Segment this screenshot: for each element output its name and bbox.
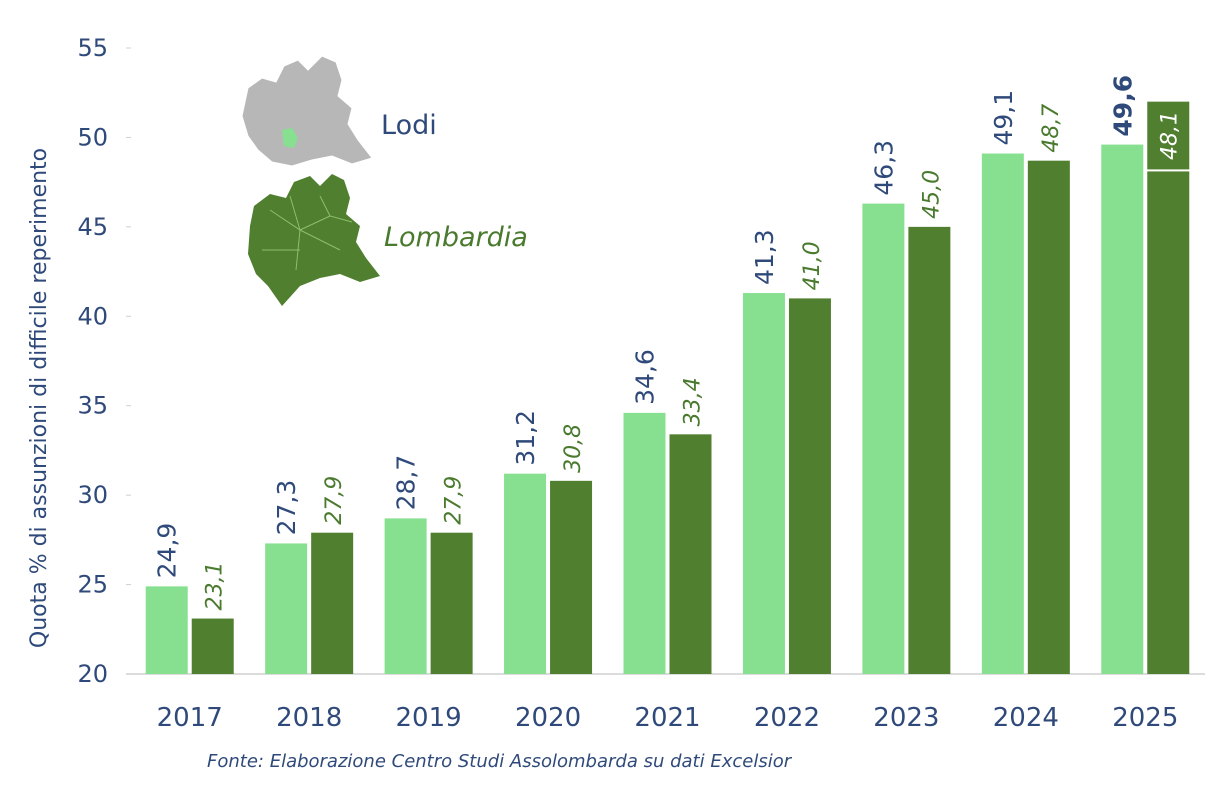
x-axis: 2017 2018 2019 2020 2021 2022 2023 2024 2025 [157, 703, 1179, 733]
bars-group [145, 144, 1190, 675]
lombardy-map-provinces-icon [248, 174, 380, 306]
y-tick-label: 45 [77, 213, 108, 241]
legend-label-lodi: Lodi [381, 110, 437, 141]
lombardy-map-lodi-highlight-icon [241, 55, 373, 167]
bar-lodi-2022 [742, 293, 785, 674]
bar-lombardia-2019 [430, 532, 473, 674]
bar-lombardia-2017 [191, 618, 234, 674]
value-label-lombardia-2019: 27,9 [442, 476, 467, 525]
bar-lodi-2019 [384, 518, 427, 674]
source-note: Fonte: Elaborazione Centro Studi Assolom… [207, 751, 793, 772]
x-tick-label-2018: 2018 [276, 703, 342, 733]
bar-lombardia-2018 [311, 532, 354, 674]
x-tick-label-2025: 2025 [1112, 703, 1178, 733]
value-label-lodi-2018: 27,3 [272, 480, 301, 536]
value-label-box-lombardia-2025 [1147, 101, 1190, 170]
value-label-lodi-2017: 24,9 [153, 523, 182, 579]
y-axis-label: Quota % di assunzioni di difficile reper… [27, 148, 52, 648]
y-tick-label: 35 [77, 392, 108, 420]
bar-lombardia-2025 [1147, 171, 1190, 674]
value-label-lodi-2023: 46,3 [869, 140, 898, 196]
x-tick-label-2021: 2021 [634, 703, 700, 733]
bar-lodi-2023 [862, 203, 905, 674]
bar-lodi-2024 [981, 153, 1024, 675]
value-label-lombardia-2025: 48,1 [1157, 111, 1182, 160]
value-labels-group: 24,9 23,1 27,3 27,9 28,7 27,9 31,2 30,8 34,6 33,4… [153, 75, 1190, 611]
value-label-lodi-2022: 41,3 [750, 229, 779, 285]
x-tick-label-2024: 2024 [993, 703, 1059, 733]
value-label-lombardia-2022: 41,0 [800, 241, 825, 290]
legend-label-lombardia: Lombardia [384, 222, 528, 253]
value-label-lodi-2020: 31,2 [511, 410, 540, 466]
value-label-lombardia-2023: 45,0 [919, 170, 944, 219]
y-tick-label: 30 [77, 481, 108, 509]
bar-lombardia-2020 [550, 480, 593, 674]
value-label-lodi-2024: 49,1 [989, 90, 1018, 146]
x-tick-label-2020: 2020 [515, 703, 581, 733]
x-tick-label-2017: 2017 [157, 703, 223, 733]
legend: Lodi Lombardia [241, 55, 528, 306]
y-tick-label: 40 [77, 302, 108, 330]
bar-lombardia-2021 [669, 434, 712, 674]
x-tick-label-2023: 2023 [873, 703, 939, 733]
value-label-lodi-2025: 49,6 [1108, 75, 1137, 137]
bar-lodi-2018 [265, 543, 308, 674]
y-tick-label: 25 [77, 571, 108, 599]
value-label-lombardia-2018: 27,9 [322, 476, 347, 525]
bar-lodi-2017 [145, 586, 188, 674]
bar-lodi-2021 [623, 412, 666, 674]
bar-lodi-2025 [1101, 144, 1144, 674]
value-label-lombardia-2020: 30,8 [561, 424, 586, 473]
bar-lombardia-2022 [788, 298, 831, 674]
value-label-lodi-2019: 28,7 [392, 455, 421, 511]
bar-lodi-2020 [504, 473, 547, 674]
value-label-lombardia-2021: 33,4 [681, 377, 706, 426]
x-tick-label-2019: 2019 [396, 703, 462, 733]
value-label-lombardia-2024: 48,7 [1039, 104, 1064, 153]
value-label-lodi-2021: 34,6 [631, 349, 660, 405]
bar-lombardia-2023 [908, 226, 951, 674]
y-axis: 20 25 30 35 40 45 50 55 [77, 34, 131, 688]
x-tick-label-2022: 2022 [754, 703, 820, 733]
bar-lombardia-2024 [1027, 160, 1070, 674]
y-tick-label: 55 [77, 34, 108, 62]
y-tick-label: 20 [77, 660, 108, 688]
y-tick-label: 50 [77, 123, 108, 151]
value-label-lombardia-2017: 23,1 [203, 562, 228, 611]
